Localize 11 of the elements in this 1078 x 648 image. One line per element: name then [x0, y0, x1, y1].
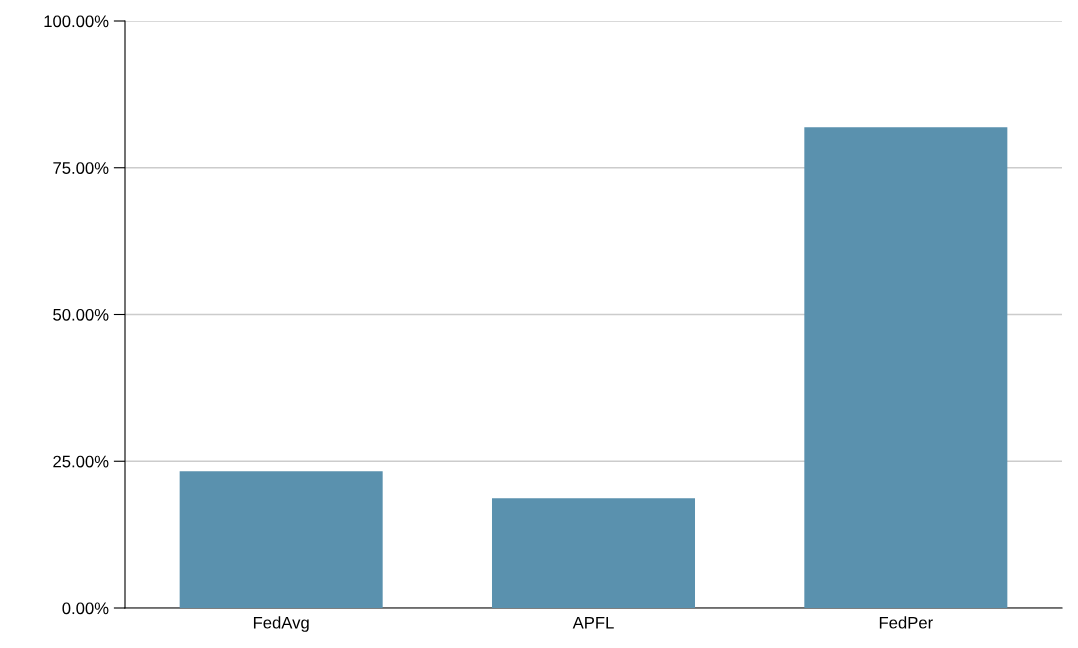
y-tick-label: 75.00% — [53, 162, 109, 174]
y-tick-label: 50.00% — [53, 308, 109, 321]
bar — [179, 471, 383, 608]
x-tick-label: APFL — [572, 616, 614, 629]
y-tick-label: 100.00% — [44, 15, 109, 28]
y-tick-label: 25.00% — [53, 455, 109, 468]
x-tick-label: FedAvg — [253, 616, 309, 632]
x-tick-label: FedPer — [879, 616, 933, 629]
bar — [804, 127, 1008, 608]
y-tick-label: 0.00% — [62, 602, 109, 615]
bar — [491, 498, 696, 608]
